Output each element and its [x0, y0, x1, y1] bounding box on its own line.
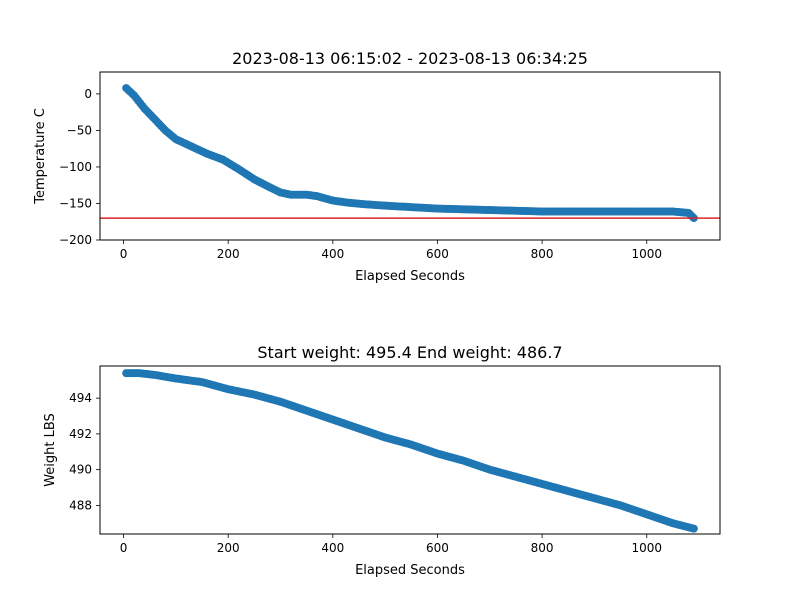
weight-y-tick-label: 492	[69, 427, 92, 441]
weight-y-tick-label: 494	[69, 391, 92, 405]
weight-x-tick-label: 1000	[631, 541, 662, 555]
temperature-x-axis-label: Elapsed Seconds	[355, 269, 465, 284]
temperature-y-tick-label: −150	[59, 196, 92, 210]
weight-x-ticks: 0 200 400 600 800 1000	[120, 534, 662, 555]
temperature-y-ticks: 0 −50 −100 −150 −200	[59, 87, 100, 247]
temperature-y-tick-label: −100	[59, 160, 92, 174]
temperature-x-tick-label: 1000	[631, 247, 662, 261]
temperature-y-tick-label: −50	[67, 123, 92, 137]
weight-axes-frame	[99, 365, 721, 535]
weight-x-tick-label: 600	[426, 541, 449, 555]
temperature-axes-frame	[99, 71, 721, 241]
weight-y-tick-label: 488	[69, 498, 92, 512]
weight-y-ticks: 494 492 490 488	[69, 391, 100, 512]
weight-x-tick-label: 200	[217, 541, 240, 555]
temperature-chart-title: 2023-08-13 06:15:02 - 2023-08-13 06:34:2…	[232, 49, 588, 68]
temperature-x-tick-label: 800	[531, 247, 554, 261]
temperature-panel: 2023-08-13 06:15:02 - 2023-08-13 06:34:2…	[33, 49, 721, 284]
weight-y-axis-label: Weight LBS	[43, 413, 58, 487]
weight-chart-title: Start weight: 495.4 End weight: 486.7	[257, 343, 562, 362]
weight-x-axis-label: Elapsed Seconds	[355, 563, 465, 578]
temperature-y-axis-label: Temperature C	[33, 108, 48, 205]
temperature-x-tick-label: 600	[426, 247, 449, 261]
temperature-y-tick-label: −200	[59, 233, 92, 247]
temperature-data-points	[122, 84, 698, 223]
weight-x-tick-label: 400	[321, 541, 344, 555]
weight-data-points	[122, 369, 698, 533]
weight-x-tick-label: 800	[531, 541, 554, 555]
temperature-x-ticks: 0 200 400 600 800 1000	[120, 240, 662, 261]
temperature-y-tick-label: 0	[84, 87, 92, 101]
weight-y-tick-label: 490	[69, 463, 92, 477]
weight-panel: Start weight: 495.4 End weight: 486.7 0 2…	[43, 343, 721, 578]
weight-x-tick-label: 0	[120, 541, 128, 555]
weight-data-point	[689, 524, 698, 533]
temperature-x-tick-label: 200	[217, 247, 240, 261]
temperature-x-tick-label: 0	[120, 247, 128, 261]
temperature-x-tick-label: 400	[321, 247, 344, 261]
